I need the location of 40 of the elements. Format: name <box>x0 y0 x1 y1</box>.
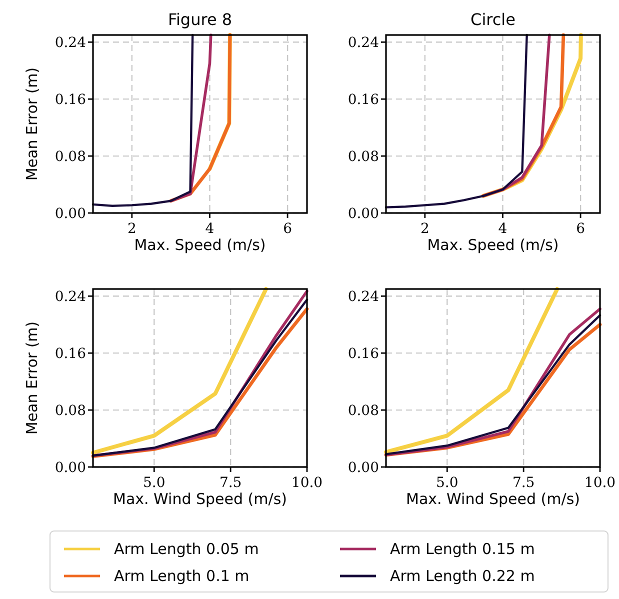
x-axis-title: Max. Speed (m/s) <box>427 236 559 254</box>
x-tick-label: 10.0 <box>291 475 323 491</box>
y-tick-label: 0.16 <box>348 92 380 108</box>
y-tick-label: 0.24 <box>348 289 380 306</box>
x-tick-label: 6 <box>576 221 586 237</box>
x-tick-label: 2 <box>127 221 136 237</box>
y-tick-label: 0.00 <box>348 460 379 476</box>
y-tick-label: 0.08 <box>348 149 379 166</box>
y-tick-label: 0.00 <box>54 460 86 476</box>
y-tick-label: 0.16 <box>54 92 86 108</box>
x-tick-label: 2 <box>420 221 430 237</box>
y-tick-label: 0.24 <box>54 289 86 306</box>
x-tick-label: 4 <box>498 221 508 237</box>
x-tick-label: 7.5 <box>512 475 535 491</box>
x-axis-title: Max. Wind Speed (m/s) <box>406 490 580 508</box>
legend-label: Arm Length 0.1 m <box>114 567 250 585</box>
legend-label: Arm Length 0.15 m <box>390 540 535 558</box>
y-tick-label: 0.08 <box>54 149 86 166</box>
y-axis-title: Mean Error (m) <box>23 321 41 435</box>
chart-title: Figure 8 <box>168 10 232 29</box>
x-tick-label: 6 <box>283 221 292 237</box>
y-tick-label: 0.24 <box>54 35 86 52</box>
x-tick-label: 10.0 <box>584 475 616 491</box>
x-axis-title: Max. Wind Speed (m/s) <box>113 490 287 508</box>
y-tick-label: 0.16 <box>348 346 380 362</box>
x-tick-label: 5.0 <box>436 475 458 491</box>
y-tick-label: 0.16 <box>54 346 86 362</box>
x-tick-label: 4 <box>205 221 214 237</box>
y-tick-label: 0.00 <box>54 206 86 222</box>
chart-title: Circle <box>470 10 516 29</box>
y-tick-label: 0.24 <box>348 35 380 52</box>
legend-label: Arm Length 0.22 m <box>390 567 535 585</box>
legend-label: Arm Length 0.05 m <box>114 540 259 558</box>
y-tick-label: 0.08 <box>54 403 86 420</box>
x-tick-label: 7.5 <box>219 475 242 491</box>
y-tick-label: 0.00 <box>348 206 379 222</box>
x-axis-title: Max. Speed (m/s) <box>134 236 266 254</box>
x-tick-label: 5.0 <box>143 475 166 491</box>
y-axis-title: Mean Error (m) <box>23 67 41 181</box>
y-tick-label: 0.08 <box>348 403 379 420</box>
